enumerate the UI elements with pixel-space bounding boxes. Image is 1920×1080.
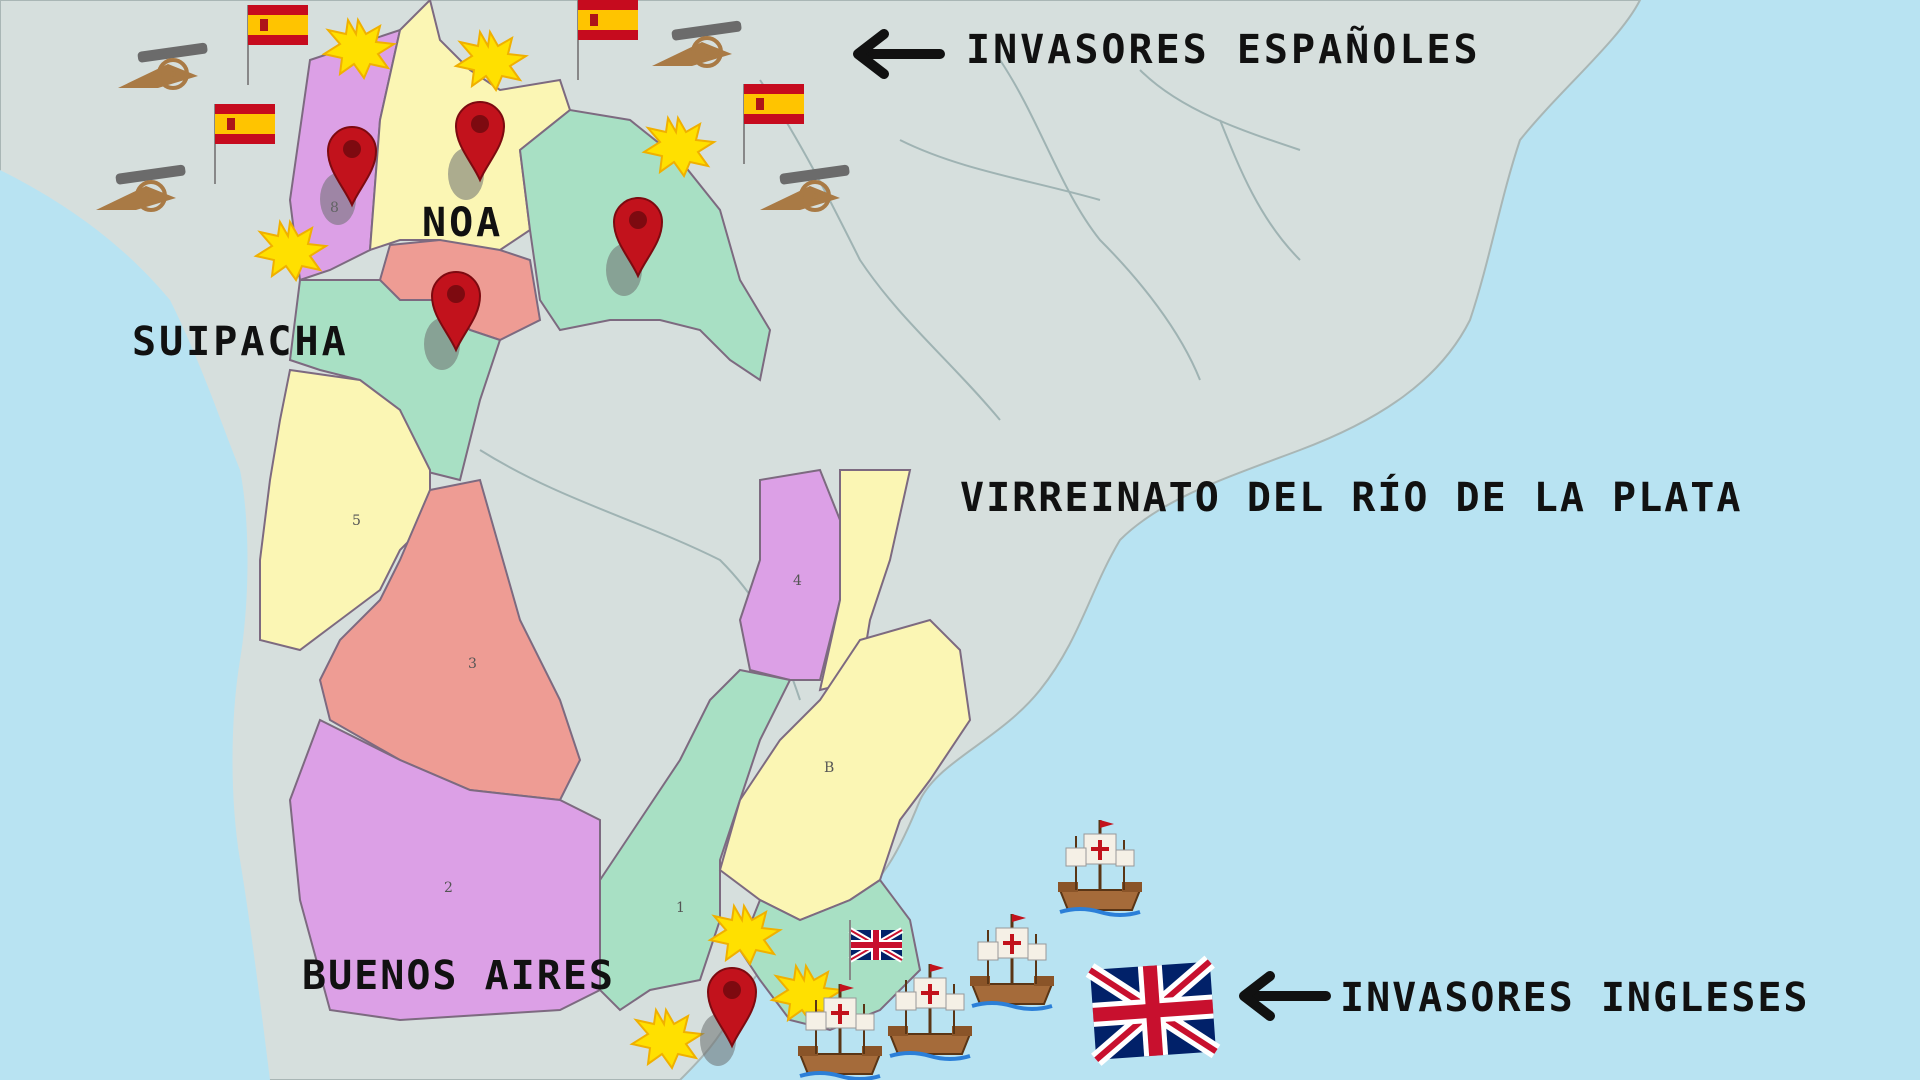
label-british-invaders: INVASORES INGLESES — [1340, 975, 1810, 1021]
arrow-left-icon — [1239, 971, 1331, 1021]
uk-flag-emblem-icon — [1085, 955, 1221, 1066]
label-buenos-aires: BUENOS AIRES — [302, 953, 615, 999]
region-violet-4 — [738, 468, 841, 681]
label-virreinato: VIRREINATO DEL RÍO DE LA PLATA — [960, 475, 1743, 521]
pacific-ocean — [0, 170, 270, 1080]
label-noa: NOA — [422, 200, 504, 246]
label-suipacha: SUIPACHA — [132, 319, 349, 365]
region-number-b: B — [824, 760, 834, 776]
arrow-left-icon — [853, 29, 945, 79]
region-green-1 — [599, 668, 792, 1012]
region-number-5: 5 — [352, 513, 361, 529]
region-number-4: 4 — [793, 573, 802, 589]
region-number-3: 3 — [468, 656, 477, 672]
uk-flag-icon — [850, 930, 902, 960]
region-violet-2 — [288, 718, 601, 1022]
region-number-2: 2 — [444, 880, 453, 896]
region-yellow-5 — [259, 368, 431, 652]
label-spanish-invaders: INVASORES ESPAÑOLES — [966, 27, 1481, 73]
region-number-1: 1 — [676, 900, 685, 916]
